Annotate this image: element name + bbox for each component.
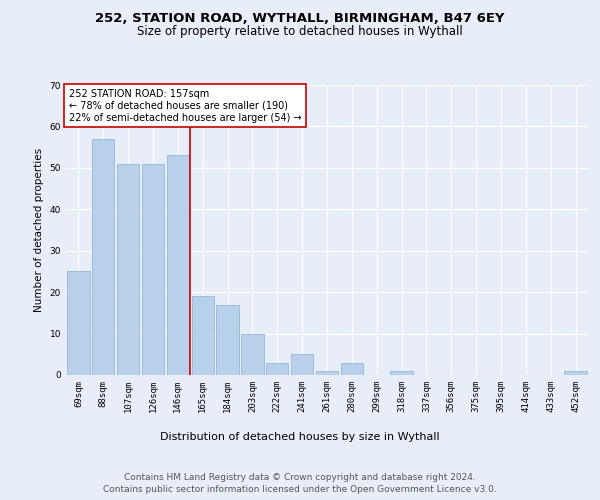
Bar [191,296,214,375]
Text: 252 STATION ROAD: 157sqm
← 78% of detached houses are smaller (190)
22% of semi-: 252 STATION ROAD: 157sqm ← 78% of detach… [68,90,301,122]
Bar [241,334,263,375]
Bar [117,164,139,375]
Text: 252, STATION ROAD, WYTHALL, BIRMINGHAM, B47 6EY: 252, STATION ROAD, WYTHALL, BIRMINGHAM, … [95,12,505,26]
Bar [291,354,313,375]
Text: Contains HM Land Registry data © Crown copyright and database right 2024.: Contains HM Land Registry data © Crown c… [124,472,476,482]
Bar [92,139,115,375]
Bar [341,362,363,375]
Text: Distribution of detached houses by size in Wythall: Distribution of detached houses by size … [160,432,440,442]
Bar [565,371,587,375]
Y-axis label: Number of detached properties: Number of detached properties [34,148,44,312]
Text: Contains public sector information licensed under the Open Government Licence v3: Contains public sector information licen… [103,485,497,494]
Bar [142,164,164,375]
Bar [266,362,289,375]
Bar [67,272,89,375]
Bar [391,371,413,375]
Bar [167,156,189,375]
Text: Size of property relative to detached houses in Wythall: Size of property relative to detached ho… [137,25,463,38]
Bar [316,371,338,375]
Bar [217,304,239,375]
